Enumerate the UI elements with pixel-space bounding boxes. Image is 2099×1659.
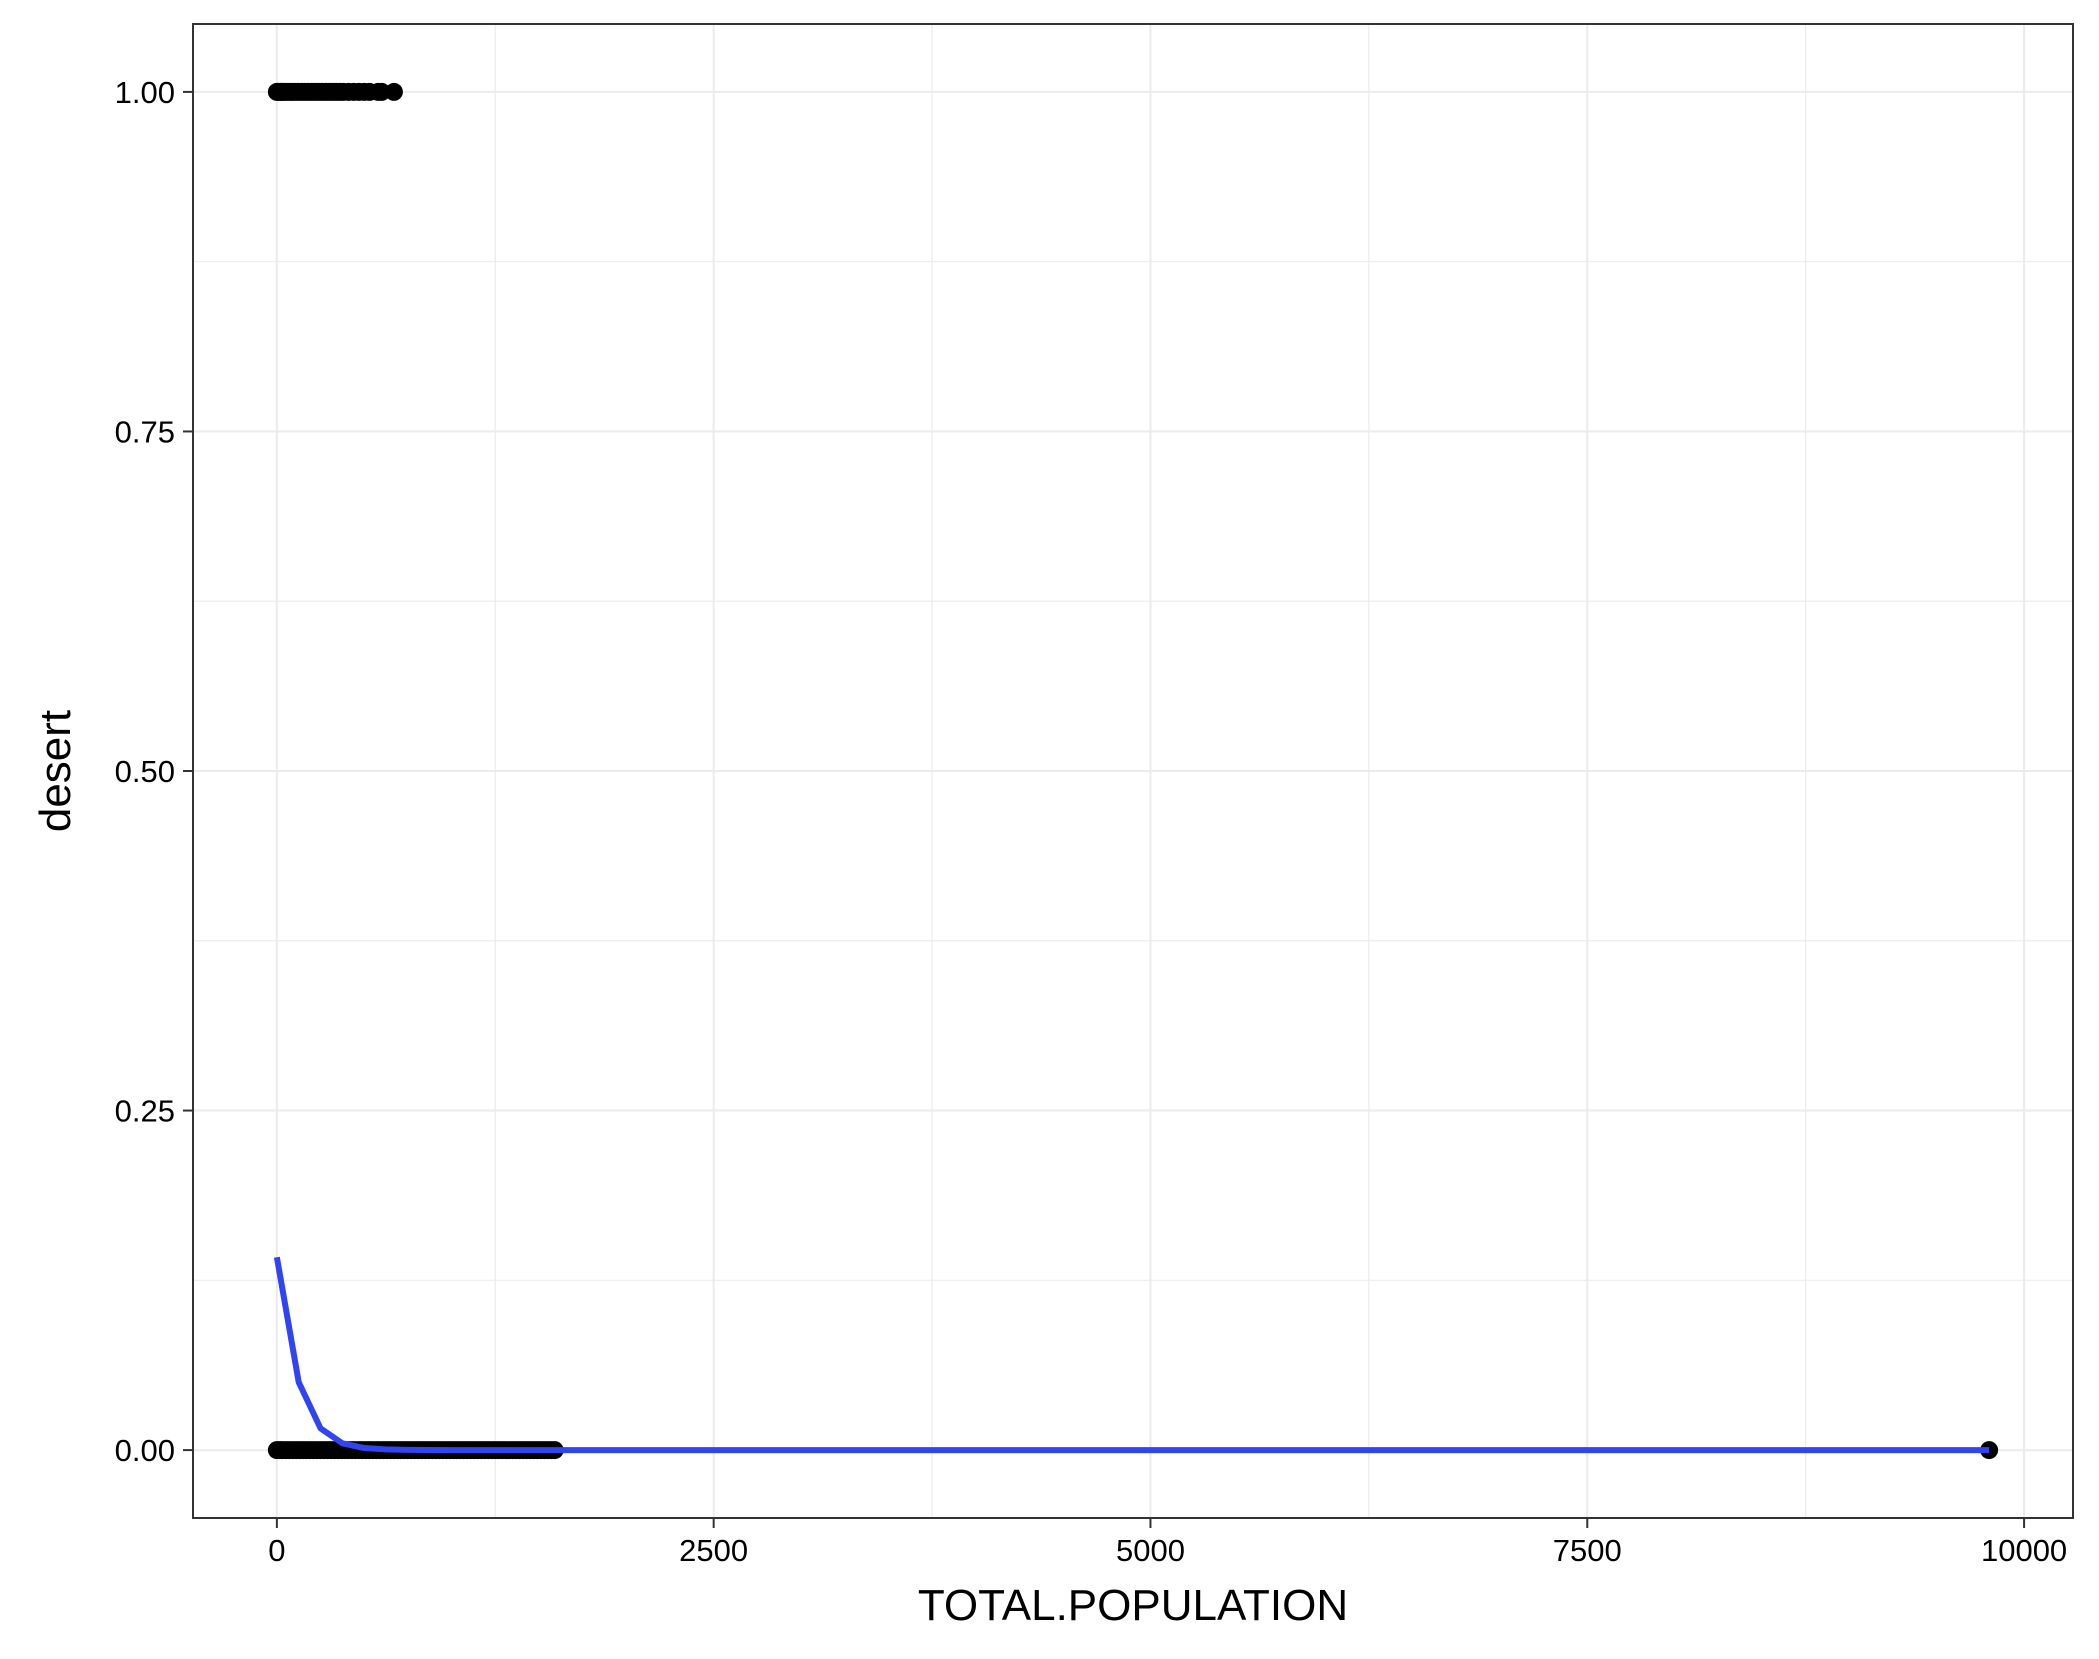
x-tick-label: 5000: [1116, 1533, 1185, 1568]
fit-line: [273, 1256, 1990, 1454]
y-tick-label: 0.75: [115, 414, 175, 449]
y-tick-label: 1.00: [115, 75, 175, 110]
x-tick-label: 0: [268, 1533, 285, 1568]
x-axis-ticks: 0 2500 5000 7500 10000: [268, 1518, 2067, 1568]
data-point: [384, 82, 403, 101]
y-axis-ticks: 0.00 0.25 0.50 0.75 1.00: [115, 75, 193, 1468]
y-tick-label: 0.25: [115, 1094, 175, 1129]
x-tick-label: 2500: [679, 1533, 748, 1568]
x-tick-label: 10000: [1981, 1533, 2067, 1568]
y-axis-title: desert: [31, 710, 80, 832]
y-tick-label: 0.50: [115, 754, 175, 789]
x-tick-label: 7500: [1553, 1533, 1622, 1568]
x-axis-title: TOTAL.POPULATION: [918, 1581, 1348, 1630]
y-tick-label: 0.00: [115, 1433, 175, 1468]
